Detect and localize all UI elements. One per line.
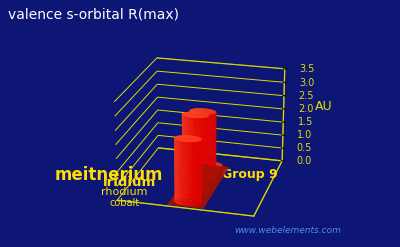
Text: valence s-orbital R(max): valence s-orbital R(max) <box>8 7 179 21</box>
Text: www.webelements.com: www.webelements.com <box>234 226 342 235</box>
